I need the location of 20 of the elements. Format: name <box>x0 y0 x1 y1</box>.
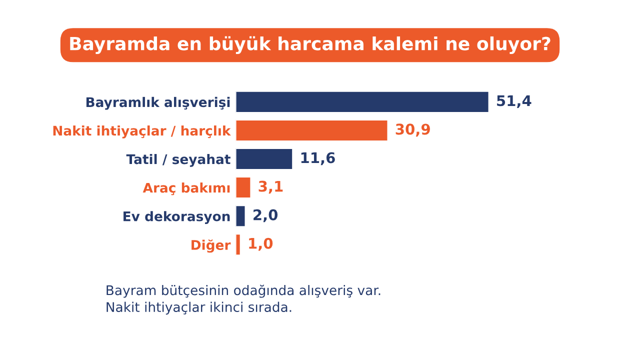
data-label: 2,0 <box>254 209 278 222</box>
y-tick-label: Tatil / seyahat <box>126 154 230 167</box>
bar <box>236 204 246 228</box>
data-label: 51,4 <box>497 95 532 108</box>
data-label: 30,9 <box>396 124 430 137</box>
bar <box>236 148 294 170</box>
y-tick-label: Bayramlık alışverişi <box>86 96 230 110</box>
data-label: 11,6 <box>301 152 335 166</box>
data-label: 1,0 <box>249 238 273 251</box>
y-tick-label: Ev dekorasyon <box>124 211 230 224</box>
y-tick-label: Diğer <box>192 239 231 253</box>
bar <box>236 176 252 199</box>
y-tick-label: Araç bakımı <box>142 182 230 196</box>
bar <box>236 119 389 142</box>
bar <box>236 233 242 256</box>
text: Bayram bütçesinin odağında alışveriş var. Nakit ihtiyaçlar ikinci sırada. <box>106 284 380 315</box>
chart-title: Bayramda en büyük harcama kalemi ne oluyor? <box>70 36 550 54</box>
y-tick-label: Nakit ihtiyaçlar / harçlık <box>53 125 231 138</box>
bar <box>236 90 490 114</box>
data-label: 3,1 <box>258 180 283 194</box>
